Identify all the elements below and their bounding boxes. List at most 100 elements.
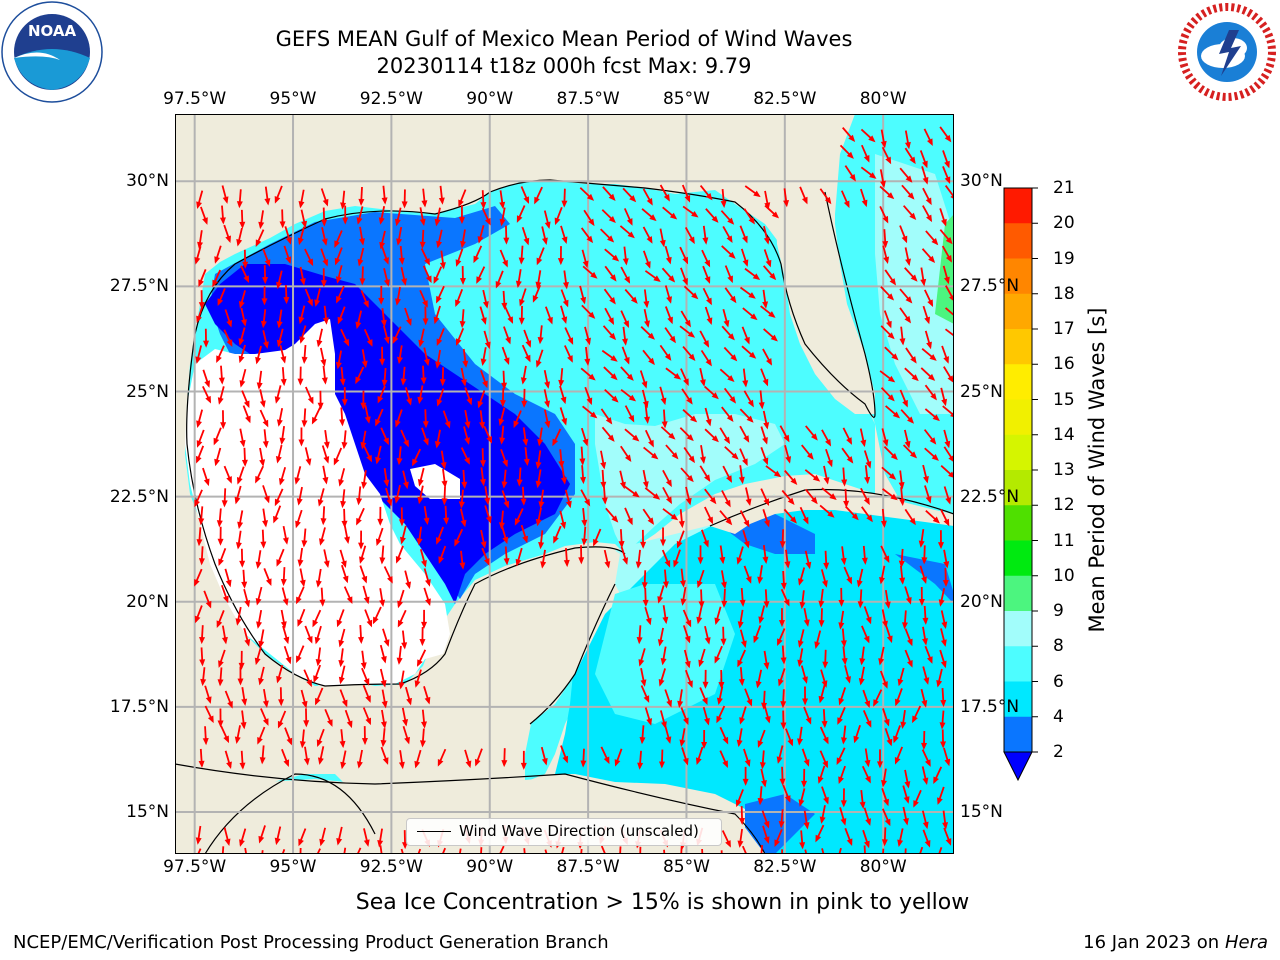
wind-arrow	[402, 725, 410, 745]
wind-arrow	[564, 345, 573, 363]
wind-arrow	[458, 489, 465, 509]
wind-arrow	[942, 166, 951, 184]
map-panel	[174, 113, 955, 858]
wind-arrow	[904, 649, 913, 668]
wind-arrow	[803, 608, 810, 627]
colorbar-tick: 10	[1053, 565, 1075, 586]
wind-arrow	[780, 570, 787, 590]
colorbar	[1000, 180, 1050, 794]
wind-arrow	[304, 625, 313, 644]
wind-arrow	[311, 406, 321, 425]
wind-arrow	[260, 708, 269, 726]
wind-arrow	[778, 608, 785, 628]
wind-arrow	[684, 226, 695, 245]
wind-arrow	[937, 530, 944, 550]
wind-arrow	[400, 848, 404, 854]
wind-arrow	[202, 467, 210, 487]
wind-arrow	[398, 750, 405, 770]
wind-arrow	[798, 567, 806, 586]
wind-arrow	[636, 625, 643, 645]
wind-arrow	[724, 446, 739, 460]
wind-arrow	[276, 664, 284, 684]
wind-arrow	[499, 425, 506, 445]
wind-arrow	[383, 566, 393, 584]
wind-arrow	[940, 610, 948, 629]
wind-arrow	[744, 267, 761, 281]
wind-arrow	[202, 726, 209, 746]
wind-arrow	[419, 229, 426, 249]
colorbar-tick: 6	[1053, 671, 1064, 692]
wind-arrow	[274, 185, 283, 204]
wind-arrow	[845, 505, 859, 521]
wind-arrow	[400, 429, 409, 448]
wind-arrow	[580, 465, 587, 485]
wind-arrow	[603, 549, 611, 569]
wind-arrow	[553, 525, 562, 544]
wind-arrow	[283, 645, 292, 665]
wind-arrow	[777, 628, 786, 646]
coastline	[175, 179, 954, 854]
wind-arrow	[564, 489, 572, 509]
wind-arrow	[522, 427, 529, 447]
wind-arrow	[254, 646, 262, 666]
wind-arrow	[904, 586, 912, 605]
wind-arrow	[221, 185, 229, 204]
wind-arrow	[400, 267, 408, 286]
wind-arrow	[401, 707, 409, 727]
wind-arrow	[357, 625, 364, 645]
wind-arrow	[200, 667, 207, 687]
wind-arrow	[382, 325, 390, 345]
wind-arrow	[195, 345, 203, 364]
wind-arrow	[716, 686, 724, 706]
wind-arrow	[899, 487, 906, 507]
wind-arrow	[904, 247, 911, 267]
lon-tick-top: 80°W	[859, 89, 907, 109]
wind-arrow	[739, 510, 750, 528]
wind-arrow	[940, 464, 954, 478]
wind-arrow	[642, 469, 649, 489]
wind-arrow	[681, 747, 689, 766]
wind-arrow	[860, 166, 877, 179]
noaa-logo: NOAA	[0, 0, 104, 108]
wind-arrow	[902, 205, 917, 220]
wind-arrow	[320, 347, 327, 367]
wind-arrow	[298, 427, 305, 447]
wind-arrow	[462, 348, 469, 368]
wind-arrow	[844, 665, 851, 684]
wind-arrow	[797, 648, 804, 668]
wind-arrow	[697, 545, 704, 565]
wind-arrow	[460, 367, 467, 387]
wind-arrow	[559, 385, 567, 405]
wind-arrow	[437, 748, 447, 767]
wind-arrow	[742, 529, 750, 549]
wind-arrow	[940, 387, 948, 407]
wind-arrow	[743, 208, 755, 225]
lat-tick-right: 17.5°N	[960, 696, 1020, 717]
wind-arrow	[223, 465, 232, 484]
wind-arrow	[921, 166, 929, 185]
wind-arrow	[304, 248, 314, 267]
wind-arrow	[239, 428, 246, 448]
wind-arrow	[435, 349, 442, 369]
wind-arrow	[321, 365, 328, 385]
wind-arrow	[921, 545, 928, 565]
wind-arrow	[217, 288, 226, 306]
wind-arrow	[742, 307, 758, 321]
wind-arrow	[639, 725, 646, 745]
wind-arrow	[500, 449, 508, 468]
wind-arrow	[560, 289, 569, 308]
wind-arrow	[838, 847, 842, 854]
wind-arrow	[194, 568, 203, 587]
wind-arrow	[642, 188, 653, 206]
wind-arrow	[605, 507, 619, 523]
wind-arrow	[379, 346, 386, 366]
wind-arrow	[423, 347, 430, 367]
wind-arrow	[396, 226, 403, 246]
wind-arrow	[721, 490, 731, 508]
wind-arrow	[480, 369, 488, 389]
wind-arrow	[700, 349, 712, 367]
wind-arrow	[924, 485, 932, 504]
wind-arrow	[942, 810, 949, 830]
wind-arrow	[899, 389, 908, 408]
wind-arrow	[861, 506, 873, 523]
